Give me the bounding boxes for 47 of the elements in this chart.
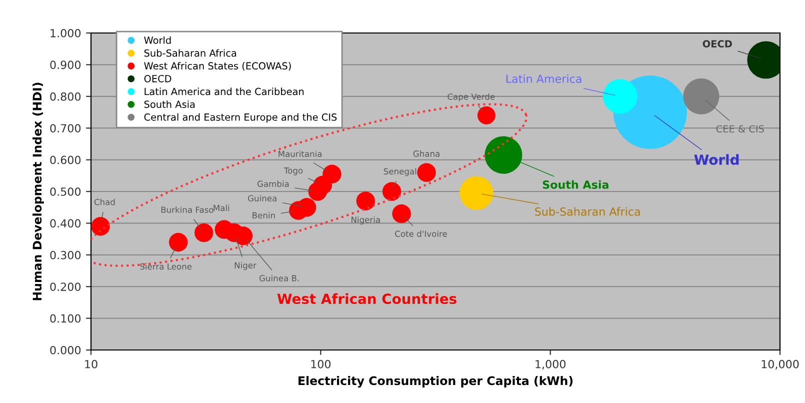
y-tick-label: 0.300 bbox=[50, 250, 81, 260]
x-tick-label: 10,000 bbox=[762, 360, 799, 370]
annotation: South Asia bbox=[542, 180, 608, 189]
annotation: Benin bbox=[252, 212, 275, 218]
annotation: Guinea B. bbox=[260, 274, 299, 282]
legend-label: Latin America and the Caribbean bbox=[144, 88, 304, 96]
annotation: World bbox=[694, 154, 739, 165]
legend-label: Central and Eastern Europe and the CIS bbox=[144, 113, 337, 123]
legend-label: OECD bbox=[144, 74, 172, 82]
annotation: Guinea bbox=[248, 194, 276, 202]
annotation: Gambia bbox=[257, 180, 289, 187]
x-axis-title: Electricity Consumption per Capita (kWh) bbox=[298, 376, 573, 388]
y-tick-label: 0.000 bbox=[50, 346, 81, 354]
y-tick-label: 0.200 bbox=[50, 282, 81, 291]
annotation: Mali bbox=[214, 204, 230, 212]
annotation: West African Countries bbox=[277, 293, 456, 304]
x-tick-label: 1,000 bbox=[536, 360, 566, 370]
annotation: Nigeria bbox=[352, 216, 380, 224]
y-tick-label: 0.400 bbox=[50, 219, 81, 228]
legend-label: West African States (ECOWAS) bbox=[144, 62, 291, 71]
annotation: Burkina Faso bbox=[161, 206, 214, 213]
annotation: Latin America bbox=[506, 74, 582, 83]
annotation: Cote d'Ivoire bbox=[395, 230, 447, 237]
y-tick-label: 0.500 bbox=[50, 187, 81, 196]
y-axis-title: Human Development Index (HDI) bbox=[32, 82, 44, 300]
y-tick-label: 0.100 bbox=[50, 314, 81, 323]
annotation: OECD bbox=[702, 40, 732, 48]
y-tick-label: 0.800 bbox=[50, 92, 81, 101]
annotation: Ghana bbox=[413, 150, 440, 157]
legend-label: Sub-Saharan Africa bbox=[144, 49, 236, 57]
annotation: Niger bbox=[234, 262, 256, 270]
annotation: Senegal bbox=[384, 168, 416, 176]
annotation: Mauritania bbox=[278, 150, 322, 158]
annotation: Cape Verde bbox=[448, 93, 495, 102]
y-tick-label: 0.700 bbox=[50, 124, 81, 132]
legend-label: South Asia bbox=[144, 100, 195, 108]
y-tick-label: 0.900 bbox=[50, 60, 81, 70]
annotation: Chad bbox=[94, 198, 115, 206]
x-tick-label: 100 bbox=[311, 360, 331, 368]
annotation: Sub-Saharan Africa bbox=[535, 207, 640, 216]
annotation: CEE & CIS bbox=[716, 125, 764, 133]
annotation: Togo bbox=[284, 167, 303, 176]
y-tick-label: 1.000 bbox=[50, 28, 81, 38]
annotation: Sierra Leone bbox=[140, 263, 192, 270]
x-tick-label: 10 bbox=[85, 360, 98, 368]
legend-label: World bbox=[144, 36, 171, 44]
y-tick-label: 0.600 bbox=[50, 156, 81, 164]
